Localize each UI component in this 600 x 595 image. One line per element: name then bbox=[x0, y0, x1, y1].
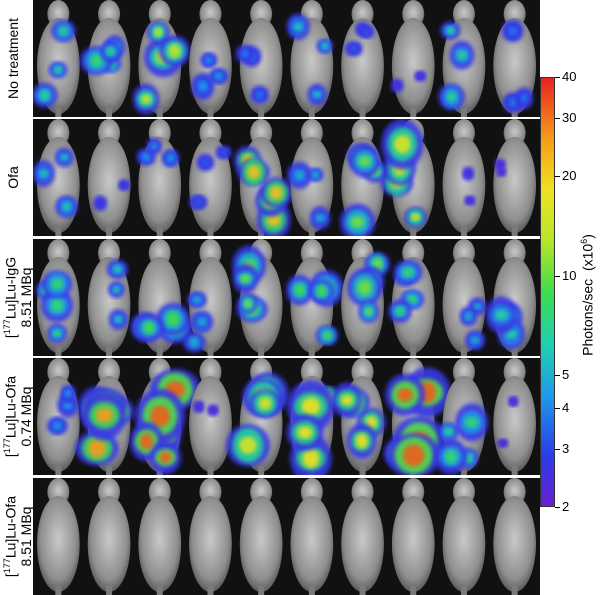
colorbar-tick-label-2: 2 bbox=[562, 499, 570, 514]
mouse-r4-m4 bbox=[189, 358, 232, 475]
mouse-r1-m5 bbox=[235, 0, 283, 117]
mouse-r3-m8 bbox=[388, 239, 435, 356]
mouse-r4-m9 bbox=[434, 358, 489, 475]
mouse-r1-m3 bbox=[132, 0, 191, 117]
mouse-r1-m8 bbox=[390, 0, 435, 117]
mouse-r3-m10 bbox=[485, 239, 536, 356]
mouse-r1-m6 bbox=[286, 0, 334, 117]
mouse-r4-m5 bbox=[225, 358, 289, 475]
colorbar-tick-30 bbox=[555, 118, 560, 119]
mouse-r5-m3 bbox=[138, 478, 182, 595]
row-label-5: [177Lu]Lu-Ofa 8.51 MBq bbox=[2, 495, 34, 578]
mouse-r3-m2 bbox=[87, 239, 131, 356]
mouse-r1-m9 bbox=[438, 0, 486, 117]
row-label-2: Ofa bbox=[5, 166, 21, 189]
mouse-r2-m3 bbox=[136, 119, 182, 236]
colorbar-tick-label-3: 3 bbox=[562, 441, 570, 456]
mouse-r5-m2 bbox=[87, 478, 131, 595]
colorbar-tick-label-20: 20 bbox=[562, 168, 577, 183]
mouse-r2-m10 bbox=[493, 119, 536, 236]
row-label-1: No treatment bbox=[5, 18, 21, 99]
colorbar-tick-10 bbox=[555, 276, 560, 277]
colorbar-tick-3 bbox=[555, 449, 560, 450]
mouse-r3-m3 bbox=[130, 239, 193, 356]
mouse-r4-m1 bbox=[37, 358, 80, 475]
mouse-r3-m9 bbox=[442, 239, 487, 356]
mouse-r5-m1 bbox=[37, 478, 80, 595]
mouse-r1-m10 bbox=[493, 0, 536, 117]
mouse-r3-m4 bbox=[182, 239, 232, 356]
mouse-r4-m7 bbox=[332, 358, 386, 475]
colorbar-title: Photons/sec (x106) bbox=[579, 234, 596, 356]
imaging-panel-row-4 bbox=[33, 358, 540, 475]
colorbar-tick-4 bbox=[555, 408, 560, 409]
colorbar bbox=[540, 77, 555, 507]
mouse-r5-m5 bbox=[239, 478, 283, 595]
row-label-3: [177Lu]Lu-IgG 8.51 MBq bbox=[2, 256, 34, 339]
mouse-r1-m1 bbox=[33, 0, 80, 117]
mouse-r2-m5 bbox=[233, 119, 293, 236]
mouse-r1-m7 bbox=[341, 0, 384, 117]
imaging-panel-row-1 bbox=[33, 0, 540, 117]
mouse-r5-m10 bbox=[493, 478, 536, 595]
mouse-r1-m2 bbox=[80, 0, 131, 117]
colorbar-tick-label-4: 4 bbox=[562, 400, 570, 415]
mouse-r3-m5 bbox=[232, 239, 283, 356]
mouse-r2-m2 bbox=[87, 119, 131, 236]
mouse-r4-m8 bbox=[384, 358, 451, 475]
mouse-r2-m4 bbox=[188, 119, 232, 236]
imaging-panel-row-3 bbox=[33, 239, 540, 356]
mouse-r3-m6 bbox=[285, 239, 344, 356]
row-label-4: [177Lu]Lu-Ofa 0.74 MBq bbox=[2, 375, 34, 458]
mouse-r4-m6 bbox=[286, 358, 341, 475]
colorbar-tick-label-40: 40 bbox=[562, 69, 577, 84]
mouse-r5-m8 bbox=[391, 478, 435, 595]
colorbar-tick-2 bbox=[555, 507, 560, 508]
mouse-r5-m6 bbox=[290, 478, 334, 595]
colorbar-tick-label-30: 30 bbox=[562, 110, 577, 125]
mouse-r2-m6 bbox=[287, 119, 334, 236]
colorbar-tick-label-5: 5 bbox=[562, 367, 570, 382]
mouse-r2-m9 bbox=[442, 119, 486, 236]
colorbar-tick-40 bbox=[555, 77, 560, 78]
mouse-r2-m1 bbox=[33, 119, 80, 236]
mouse-r3-m7 bbox=[341, 239, 391, 356]
mouse-r5-m9 bbox=[442, 478, 486, 595]
mouse-r1-m4 bbox=[189, 0, 232, 117]
colorbar-tick-5 bbox=[555, 375, 560, 376]
imaging-panel-row-2 bbox=[33, 119, 540, 236]
mouse-r3-m1 bbox=[35, 239, 80, 356]
mouse-r4-m3 bbox=[129, 358, 201, 475]
mouse-r4-m10 bbox=[493, 358, 536, 475]
colorbar-tick-label-10: 10 bbox=[562, 268, 577, 283]
mouse-r5-m7 bbox=[341, 478, 384, 595]
mouse-r5-m4 bbox=[189, 478, 232, 595]
imaging-panel-row-5 bbox=[33, 478, 540, 595]
mouse-r4-m2 bbox=[75, 358, 135, 475]
colorbar-tick-20 bbox=[555, 176, 560, 177]
mouse-r2-m8 bbox=[380, 119, 435, 236]
mouse-r2-m7 bbox=[339, 119, 388, 236]
